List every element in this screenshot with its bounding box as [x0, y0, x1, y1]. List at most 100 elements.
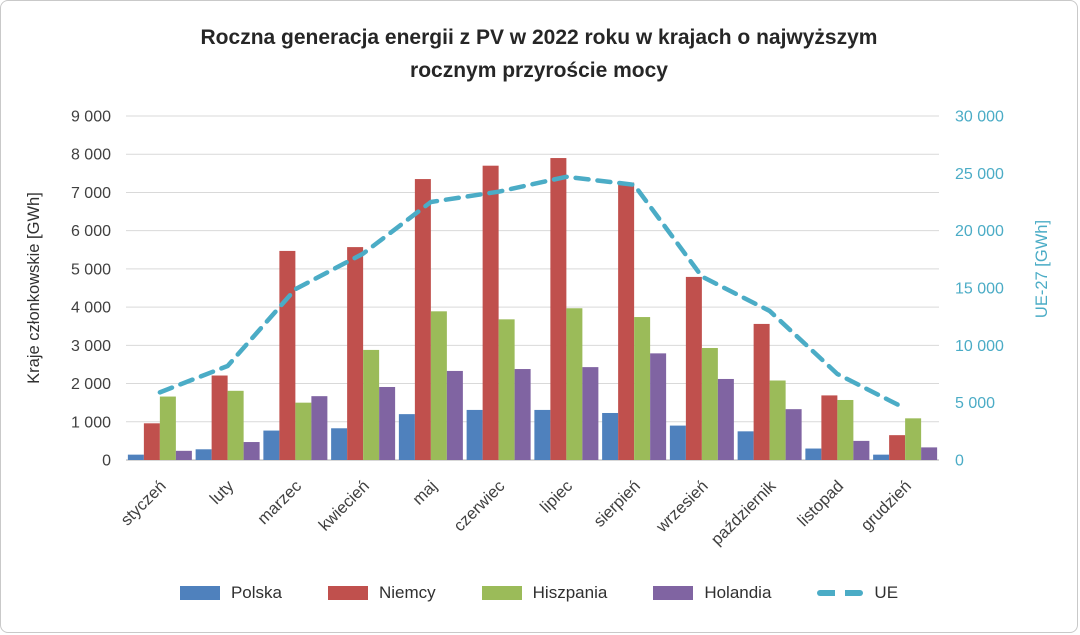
right-axis-tick-label: 20 000: [955, 223, 1004, 240]
bar-niemcy-czerwiec: [482, 165, 499, 460]
chart-title-line2: rocznym przyroście mocy: [410, 59, 668, 82]
line-ue: [157, 174, 908, 411]
bar-holandia-sierpień: [650, 353, 667, 460]
bar-holandia-lipiec: [582, 367, 599, 460]
bar-niemcy-kwiecień: [347, 247, 364, 460]
bar-hiszpania-czerwiec: [498, 319, 515, 460]
x-axis-label-styczeń: styczeń: [117, 477, 169, 529]
legend-item-niemcy: Niemcy: [327, 583, 436, 603]
right-axis-tick-label: 10 000: [955, 338, 1004, 355]
right-axis-tick-label: 30 000: [955, 109, 1004, 126]
legend-dash-ue: [817, 590, 864, 596]
bar-holandia-marzec: [311, 396, 328, 460]
left-axis-tick-label: 9 000: [71, 109, 111, 126]
bar-hiszpania-maj: [430, 311, 447, 460]
bar-niemcy-październik: [753, 323, 770, 460]
left-axis-tick-label: 3 000: [71, 338, 111, 355]
bar-hiszpania-sierpień: [634, 317, 651, 460]
bar-hiszpania-marzec: [295, 402, 312, 460]
bar-holandia-maj: [446, 370, 463, 460]
bar-polska-lipiec: [534, 409, 551, 460]
bar-niemcy-marzec: [279, 250, 296, 460]
bar-hiszpania-listopad: [837, 399, 854, 460]
x-axis-label-luty: luty: [207, 477, 238, 508]
bar-polska-sierpień: [602, 412, 619, 460]
left-axis-tick-label: 6 000: [71, 223, 111, 240]
bar-holandia-luty: [243, 442, 260, 460]
bar-polska-październik: [737, 431, 754, 460]
bar-niemcy-sierpień: [618, 182, 635, 461]
bar-polska-listopad: [805, 448, 822, 460]
legend-swatch-niemcy: [327, 586, 368, 600]
bar-polska-kwiecień: [331, 428, 348, 460]
x-axis-label-październik: październik: [708, 477, 780, 549]
bar-polska-czerwiec: [466, 409, 483, 460]
x-axis-label-wrzesień: wrzesień: [652, 477, 711, 536]
legend-label-holandia: Holandia: [704, 583, 772, 602]
legend-label-polska: Polska: [230, 583, 282, 602]
chart-title: Roczna generacja energii z PV w 2022 rok…: [1, 21, 1077, 87]
bar-polska-styczeń: [127, 454, 144, 460]
bar-polska-wrzesień: [669, 425, 686, 460]
bar-niemcy-wrzesień: [685, 276, 702, 460]
legend-swatch-hiszpania: [481, 586, 522, 600]
chart-title-line1: Roczna generacja energii z PV w 2022 rok…: [200, 26, 878, 49]
chart-legend: Polska Niemcy Hiszpania Holandia UE: [1, 575, 1077, 611]
left-axis-tick-label: 2 000: [71, 376, 111, 393]
bar-niemcy-maj: [414, 179, 431, 461]
bar-niemcy-luty: [211, 375, 228, 460]
bar-niemcy-listopad: [821, 395, 838, 460]
bar-hiszpania-grudzień: [905, 418, 922, 460]
bar-holandia-listopad: [853, 440, 870, 460]
legend-item-hiszpania: Hiszpania: [481, 583, 608, 603]
bar-hiszpania-kwiecień: [363, 349, 380, 460]
right-axis-tick-label: 25 000: [955, 166, 1004, 183]
x-axis-label-czerwiec: czerwiec: [450, 477, 508, 535]
bar-niemcy-lipiec: [550, 158, 567, 461]
x-axis-label-marzec: marzec: [254, 477, 305, 528]
right-axis-tick-label: 5 000: [955, 395, 995, 412]
legend-item-ue: UE: [817, 583, 898, 603]
bar-hiszpania-wrzesień: [701, 348, 718, 460]
left-axis-tick-label: 1 000: [71, 414, 111, 431]
left-axis-title: Kraje członkowskie [GWh]: [25, 192, 43, 384]
left-axis-tick-label: 7 000: [71, 185, 111, 202]
legend-swatch-polska: [179, 586, 220, 600]
legend-item-polska: Polska: [179, 583, 282, 603]
right-axis-title: UE-27 [GWh]: [1033, 220, 1051, 318]
x-axis-label-kwiecień: kwiecień: [315, 477, 372, 534]
left-axis-tick-label: 4 000: [71, 300, 111, 317]
right-axis-tick-label: 15 000: [955, 281, 1004, 298]
bar-holandia-kwiecień: [379, 386, 396, 460]
x-axis-label-lipiec: lipiec: [537, 477, 576, 516]
right-axis-tick-label: 0: [955, 453, 964, 470]
bar-hiszpania-luty: [227, 390, 244, 460]
bar-polska-grudzień: [873, 454, 890, 460]
bar-holandia-wrzesień: [717, 378, 734, 460]
bar-holandia-styczeń: [175, 450, 192, 460]
x-axis-label-listopad: listopad: [794, 477, 847, 530]
bar-holandia-czerwiec: [514, 369, 531, 460]
legend-label-niemcy: Niemcy: [378, 583, 436, 602]
legend-label-hiszpania: Hiszpania: [532, 583, 608, 602]
bar-holandia-październik: [785, 409, 802, 460]
legend-swatch-holandia: [653, 586, 694, 600]
left-axis-tick-label: 8 000: [71, 147, 111, 164]
legend-label-ue: UE: [874, 583, 899, 602]
bar-polska-luty: [195, 449, 212, 460]
bar-hiszpania-styczeń: [159, 396, 176, 460]
bar-polska-maj: [398, 414, 415, 460]
bar-niemcy-styczeń: [143, 423, 160, 460]
x-axis-label-maj: maj: [409, 477, 441, 509]
bar-holandia-grudzień: [921, 447, 938, 460]
bar-polska-marzec: [263, 430, 280, 460]
x-axis-label-sierpień: sierpień: [590, 477, 644, 531]
left-axis-tick-label: 0: [102, 453, 111, 470]
bar-hiszpania-październik: [769, 380, 786, 460]
x-axis-label-grudzień: grudzień: [857, 477, 914, 534]
bar-niemcy-grudzień: [889, 435, 906, 460]
legend-item-holandia: Holandia: [653, 583, 771, 603]
left-axis-tick-label: 5 000: [71, 261, 111, 278]
